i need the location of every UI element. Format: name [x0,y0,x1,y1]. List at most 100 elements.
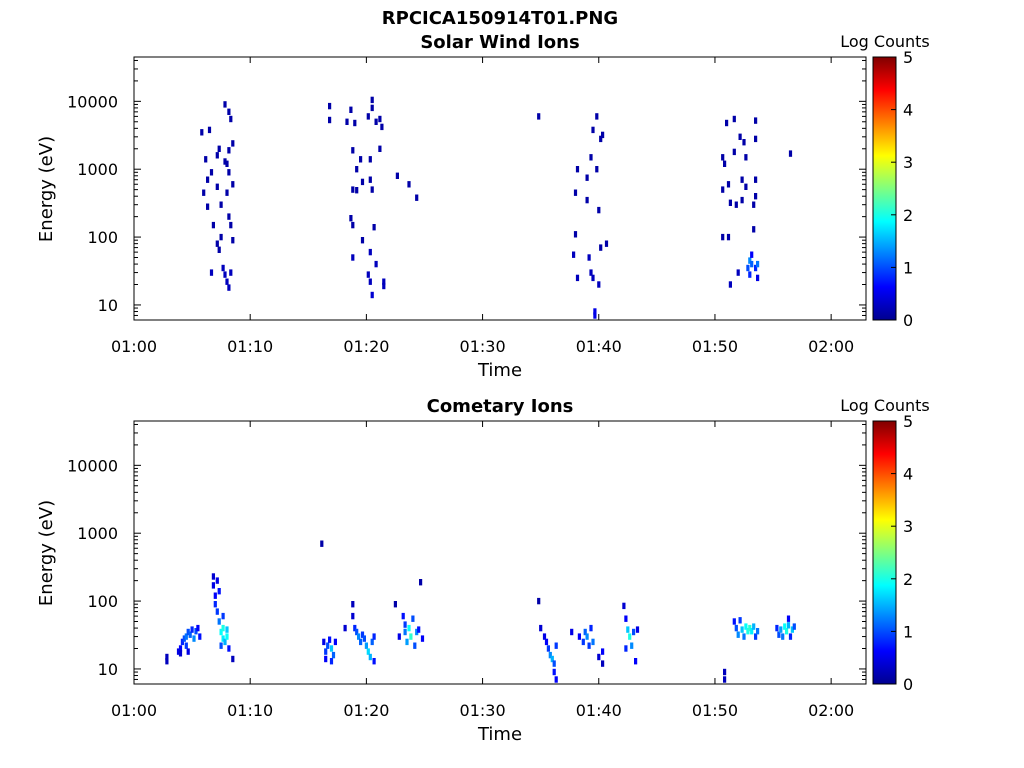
data-pixel [407,624,411,632]
data-pixel [411,615,415,622]
data-pixel [415,194,419,201]
data-pixel [740,196,744,204]
data-pixel [368,653,372,661]
figure-title: RPCICA150914T01.PNG [382,8,618,29]
colorbar-gradient [872,56,897,321]
data-pixel [217,145,221,152]
data-pixel [328,636,332,643]
data-pixel [539,624,543,632]
data-pixel [589,269,593,276]
data-pixel [736,631,740,638]
data-pixel [628,633,632,640]
colorbar-tick-label: 1 [903,258,913,277]
data-pixel [599,244,603,251]
data-pixel [401,612,405,620]
data-pixel [378,115,382,123]
data-pixel [635,626,640,633]
data-pixel [554,642,558,649]
y-tick-label: 100 [87,592,118,611]
data-pixel [634,658,638,665]
data-pixel [374,118,378,125]
data-pixel [217,246,221,253]
data-pixel [370,186,374,193]
data-pixel [372,658,376,665]
data-pixel [577,633,581,640]
data-pixel [601,131,605,139]
data-pixel [378,145,382,152]
colorbar-tick-label: 5 [903,48,913,67]
data-pixel [393,601,397,608]
data-pixel [219,642,223,649]
x-tick-label: 01:00 [111,701,157,720]
data-pixel [231,655,235,663]
data-pixel [792,623,796,630]
data-pixel [351,186,355,193]
data-pixel [215,152,219,159]
data-pixel [786,622,791,629]
data-pixel [548,651,552,659]
data-pixel [209,169,214,176]
axis-ticks-solar-wind: 01:00 01:10 01:20 01:30 01:40 01:50 02:00 10 100… [67,57,866,356]
data-pixel [360,631,365,638]
data-pixel [198,633,202,640]
data-pixel [756,260,760,268]
y-tick-label: 10 [98,660,118,679]
data-pixel [353,624,357,632]
x-axis-label-cometary: Time [477,724,522,745]
data-pixel [368,278,372,285]
y-axis-label-solar-wind: Energy (eV) [36,136,57,242]
x-tick-label: 01:50 [692,337,738,356]
colorbar-gradient [872,420,897,685]
data-pixel [221,264,225,272]
data-pixel [215,577,219,584]
data-pixel [754,633,758,640]
data-pixel [624,645,628,652]
data-pixel [415,628,419,636]
data-pixel [777,631,781,638]
data-pixel [217,588,221,595]
plot-frame-cometary [133,420,867,685]
data-pixel [740,626,744,633]
x-tick-label: 01:30 [460,701,506,720]
data-pixel [624,615,628,622]
data-pixel [413,642,417,649]
colorbar-tick-label: 4 [903,465,913,484]
data-pixel [188,631,192,638]
data-pixel [736,269,740,276]
data-pixel [333,638,337,646]
data-pixel [211,582,215,589]
data-pixel [419,579,423,586]
data-pixel [366,648,370,655]
data-pixel [585,196,589,204]
data-pixel [752,226,756,233]
data-pixel [587,642,591,649]
cometary-ions-panel: Cometary Ions Log Counts 01:00 01:10 01:20… [36,396,930,745]
data-pixel [407,181,411,188]
data-pixel [542,633,547,640]
data-pixel [544,638,549,646]
data-pixel [229,221,233,229]
data-pixel [601,648,605,655]
data-pixel [601,660,605,667]
data-pixel [788,633,793,640]
data-pixel [231,140,235,147]
data-pixel [231,237,235,244]
data-pixel [721,233,725,241]
data-pixel [721,154,725,161]
data-pixel [734,201,738,208]
data-pixel [630,642,634,649]
data-pixel [744,623,748,630]
data-pixel [326,642,330,649]
data-pixel [225,626,229,633]
colorbar-solar-wind: 0 1 2 3 4 5 [872,48,913,330]
data-pixel [368,176,372,183]
data-pixel [409,633,413,640]
data-pixel [331,651,336,659]
data-pixel [223,638,227,646]
data-pixel [349,215,353,222]
y-axis-label-cometary: Energy (eV) [36,500,57,606]
data-pixel [351,612,355,620]
data-pixel [351,254,355,261]
data-pixels-cometary [165,540,796,683]
data-pixel [186,648,190,655]
